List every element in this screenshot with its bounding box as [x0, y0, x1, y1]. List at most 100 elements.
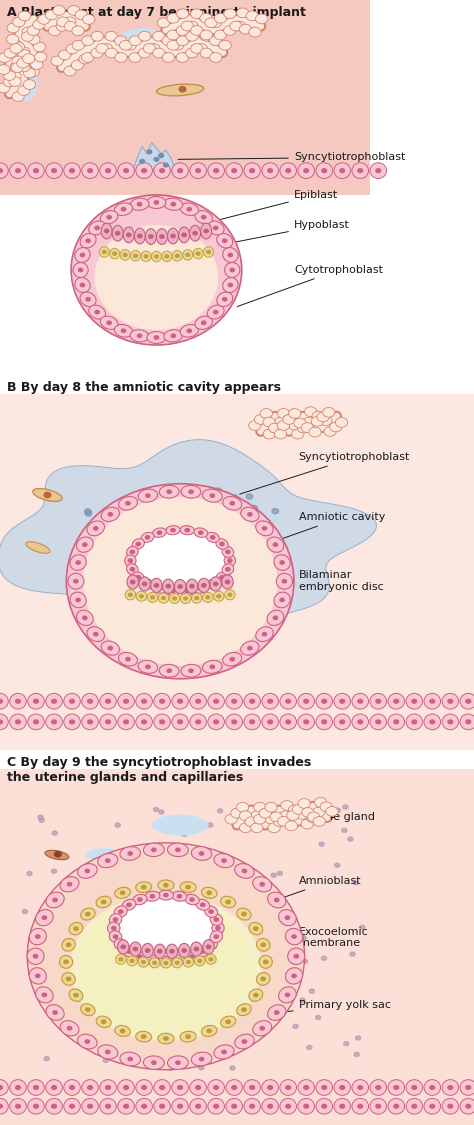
- Circle shape: [277, 421, 290, 431]
- Circle shape: [255, 14, 268, 24]
- Ellipse shape: [216, 572, 228, 583]
- Ellipse shape: [352, 714, 369, 730]
- Ellipse shape: [10, 693, 27, 709]
- Ellipse shape: [202, 660, 222, 674]
- Circle shape: [160, 1105, 164, 1108]
- Ellipse shape: [220, 1016, 236, 1027]
- Circle shape: [186, 961, 190, 963]
- Circle shape: [353, 881, 358, 885]
- Ellipse shape: [64, 1098, 81, 1114]
- Circle shape: [155, 255, 158, 258]
- Circle shape: [0, 64, 10, 74]
- Circle shape: [309, 989, 314, 993]
- Circle shape: [106, 720, 110, 723]
- Circle shape: [142, 583, 147, 586]
- Circle shape: [228, 593, 232, 596]
- Ellipse shape: [191, 847, 212, 861]
- Ellipse shape: [241, 507, 259, 522]
- Ellipse shape: [89, 220, 106, 235]
- Circle shape: [322, 1086, 327, 1089]
- Circle shape: [23, 69, 36, 78]
- Ellipse shape: [334, 714, 351, 730]
- Circle shape: [274, 429, 287, 439]
- Ellipse shape: [267, 610, 284, 626]
- Circle shape: [237, 8, 249, 18]
- Circle shape: [54, 956, 59, 961]
- Ellipse shape: [158, 890, 173, 900]
- Circle shape: [12, 42, 25, 52]
- Circle shape: [64, 17, 76, 27]
- Circle shape: [70, 700, 74, 703]
- Circle shape: [246, 947, 251, 951]
- Ellipse shape: [222, 575, 233, 590]
- Circle shape: [231, 809, 243, 818]
- Ellipse shape: [460, 1098, 474, 1114]
- Circle shape: [171, 529, 175, 532]
- Ellipse shape: [33, 488, 62, 502]
- Circle shape: [340, 1105, 345, 1108]
- Circle shape: [304, 720, 309, 723]
- Ellipse shape: [76, 537, 93, 552]
- Circle shape: [178, 1105, 182, 1108]
- Circle shape: [33, 19, 45, 29]
- Circle shape: [0, 720, 2, 723]
- Ellipse shape: [183, 957, 194, 968]
- Ellipse shape: [262, 1080, 279, 1096]
- Circle shape: [259, 809, 272, 818]
- Circle shape: [204, 229, 209, 233]
- Circle shape: [127, 233, 131, 236]
- Circle shape: [18, 86, 30, 96]
- Circle shape: [263, 429, 275, 439]
- Circle shape: [297, 423, 310, 433]
- Circle shape: [322, 700, 327, 703]
- Ellipse shape: [262, 1098, 279, 1114]
- Ellipse shape: [10, 714, 27, 730]
- Circle shape: [329, 422, 342, 432]
- Circle shape: [228, 284, 232, 287]
- Circle shape: [294, 418, 306, 428]
- Circle shape: [142, 700, 146, 703]
- Ellipse shape: [334, 1098, 351, 1114]
- Ellipse shape: [460, 1080, 474, 1096]
- Circle shape: [105, 48, 118, 57]
- Ellipse shape: [167, 843, 188, 856]
- Circle shape: [178, 1086, 182, 1089]
- Ellipse shape: [223, 248, 238, 262]
- Circle shape: [158, 950, 162, 953]
- Circle shape: [307, 1045, 312, 1050]
- Ellipse shape: [27, 948, 44, 964]
- Ellipse shape: [153, 584, 166, 593]
- Circle shape: [280, 561, 284, 565]
- Circle shape: [142, 1086, 146, 1089]
- Circle shape: [69, 920, 74, 924]
- Circle shape: [16, 700, 20, 703]
- Ellipse shape: [298, 714, 315, 730]
- Ellipse shape: [154, 714, 170, 730]
- Circle shape: [86, 298, 90, 302]
- Circle shape: [248, 647, 252, 650]
- Circle shape: [228, 559, 232, 562]
- Circle shape: [294, 954, 299, 957]
- Circle shape: [169, 593, 175, 597]
- Circle shape: [113, 936, 118, 940]
- Circle shape: [253, 514, 260, 519]
- Ellipse shape: [138, 957, 149, 968]
- Circle shape: [263, 417, 275, 426]
- Circle shape: [292, 935, 296, 938]
- Ellipse shape: [268, 892, 286, 908]
- Circle shape: [115, 824, 120, 827]
- Circle shape: [106, 1086, 110, 1089]
- Circle shape: [262, 632, 266, 636]
- Circle shape: [153, 961, 156, 964]
- Circle shape: [300, 998, 305, 1002]
- Circle shape: [74, 579, 78, 583]
- Circle shape: [292, 429, 304, 439]
- Ellipse shape: [280, 693, 297, 709]
- Circle shape: [67, 6, 80, 16]
- Ellipse shape: [214, 591, 224, 601]
- Circle shape: [225, 601, 232, 606]
- Ellipse shape: [442, 714, 459, 730]
- Circle shape: [280, 598, 284, 602]
- Circle shape: [335, 863, 340, 867]
- Circle shape: [268, 1086, 273, 1089]
